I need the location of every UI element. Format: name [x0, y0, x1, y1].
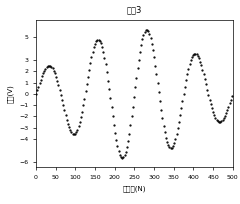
X-axis label: 采样点(N): 采样点(N) [123, 185, 146, 192]
Y-axis label: 幅値(V): 幅値(V) [7, 84, 13, 103]
Title: 图形3: 图形3 [127, 5, 142, 14]
